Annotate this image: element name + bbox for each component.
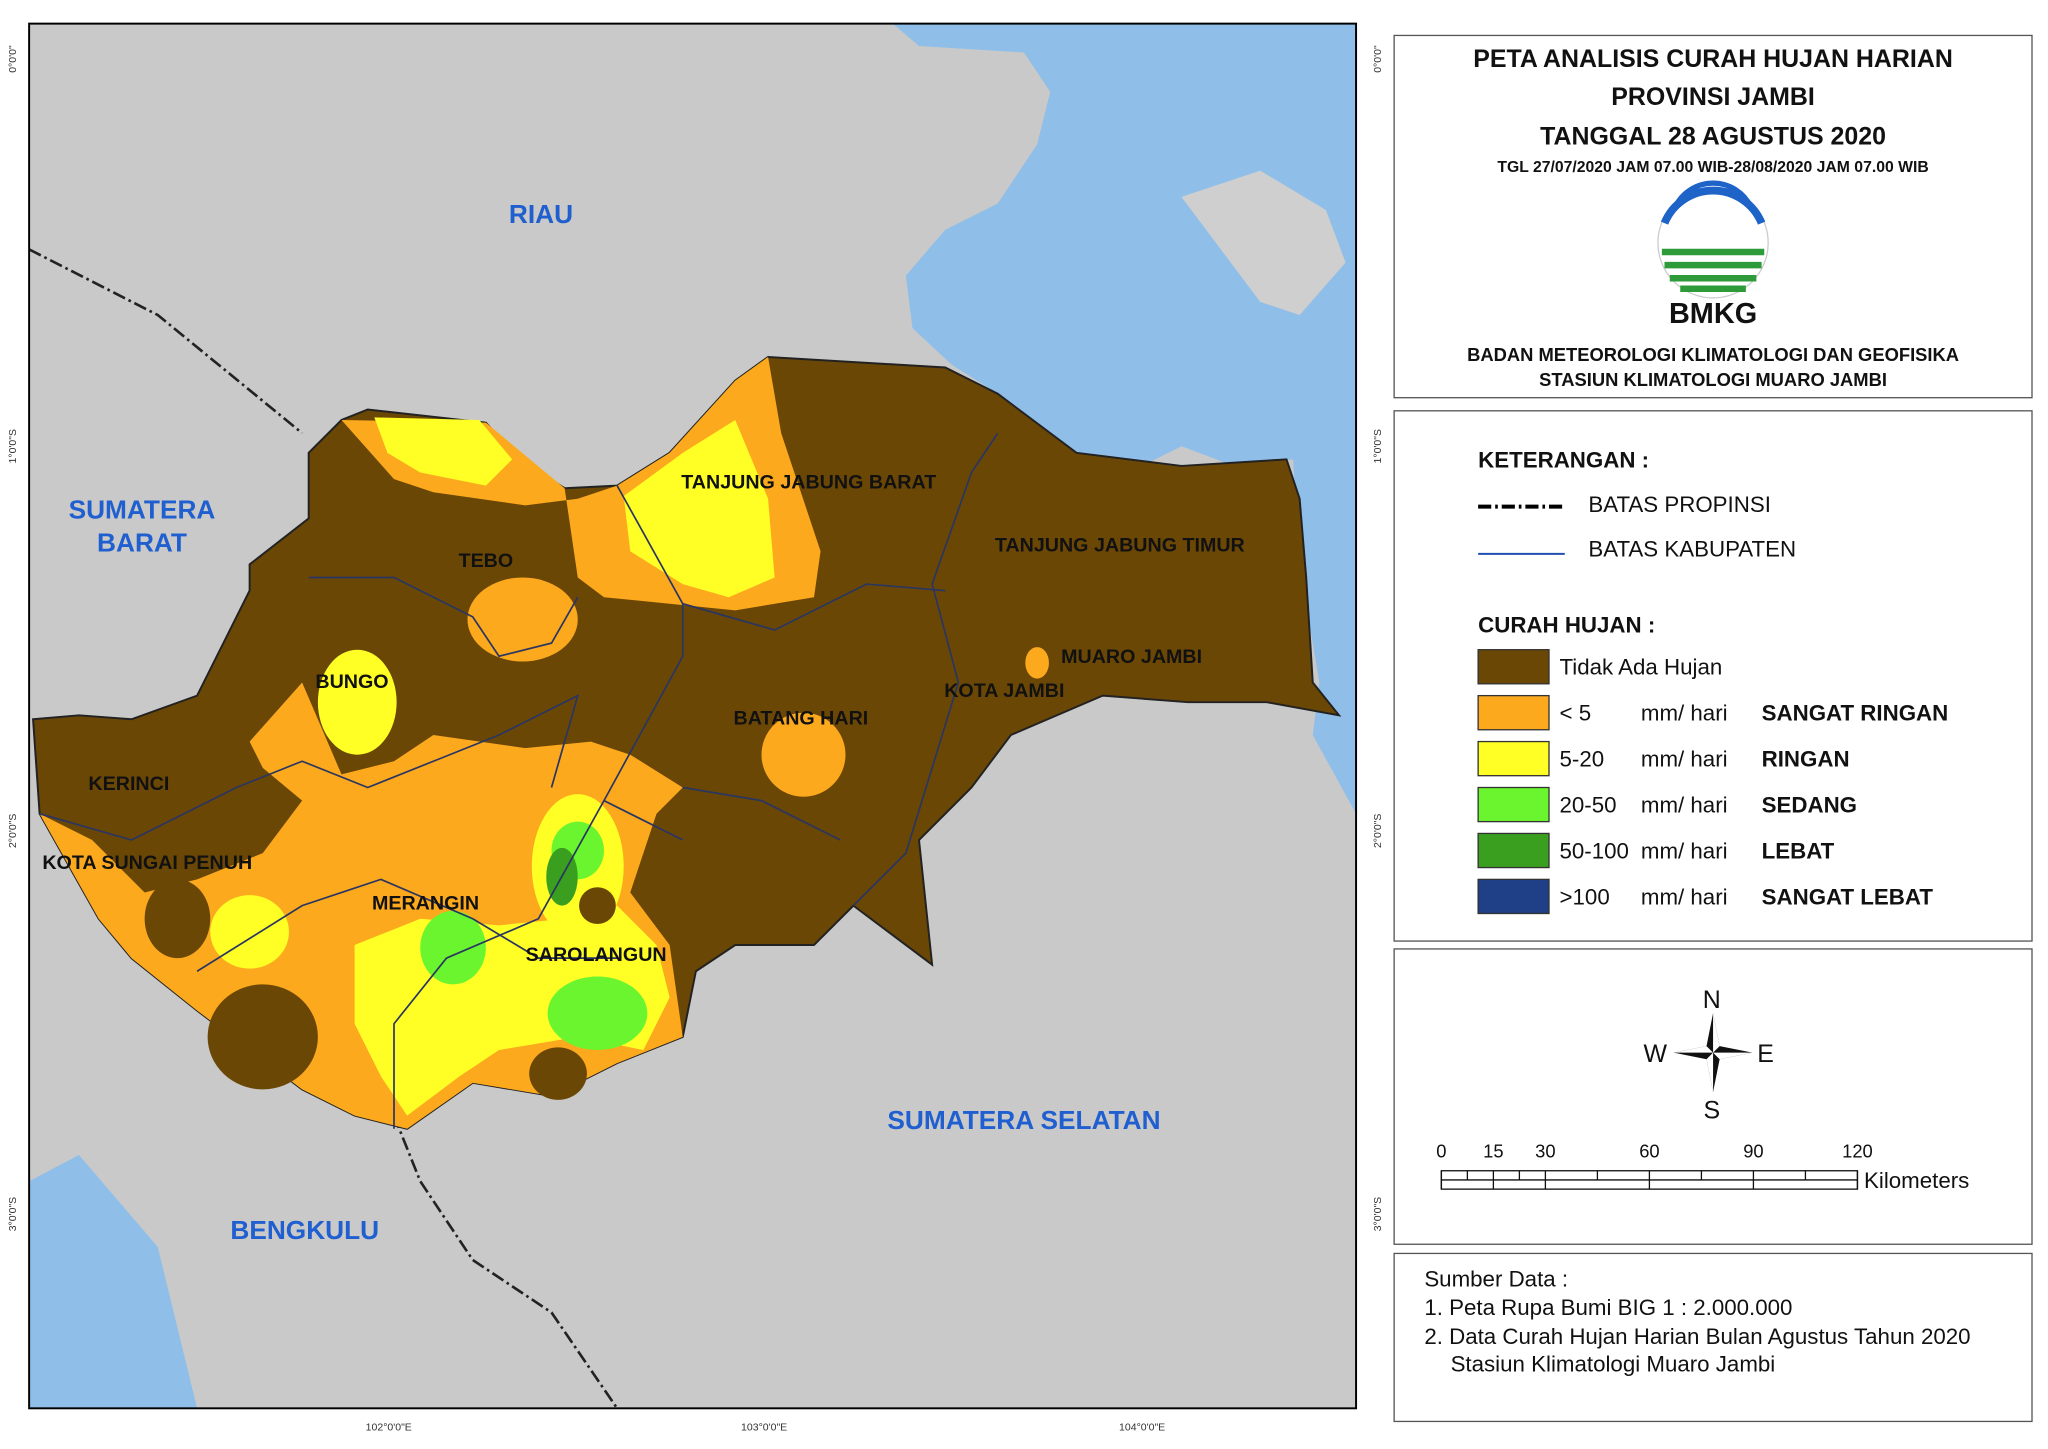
legend-label: Tidak Ada Hujan bbox=[1560, 655, 1723, 680]
island bbox=[1181, 170, 1346, 315]
logo-text: BMKG bbox=[1669, 298, 1757, 330]
district-label: TANJUNG JABUNG BARAT bbox=[681, 471, 936, 493]
legend-unit: mm/ hari bbox=[1641, 792, 1728, 817]
latitude-label: 1°0'0"S bbox=[7, 429, 19, 463]
longitude-label: 104°0'0"E bbox=[1119, 1422, 1165, 1434]
legend-swatch bbox=[1477, 740, 1550, 777]
district-label: TEBO bbox=[459, 550, 514, 572]
legend-swatch bbox=[1477, 786, 1550, 823]
rain-none bbox=[144, 879, 616, 1100]
legend-unit: mm/ hari bbox=[1641, 747, 1728, 772]
latitude-label: 3°0'0"S bbox=[1372, 1197, 1384, 1231]
legend-unit: mm/ hari bbox=[1641, 884, 1728, 909]
longitude-label: 103°0'0"E bbox=[741, 1422, 787, 1434]
scale-label: 0 bbox=[1436, 1141, 1446, 1162]
title: TANGGAL 28 AGUSTUS 2020 bbox=[1540, 122, 1886, 150]
province-border bbox=[28, 248, 619, 1410]
logo bbox=[1657, 180, 1769, 299]
compass-n: N bbox=[1703, 986, 1721, 1014]
legend-label: BATAS PROPINSI bbox=[1588, 492, 1771, 517]
latitude-label: 0°0'0" bbox=[7, 45, 19, 73]
district-label: KOTA JAMBI bbox=[944, 680, 1064, 702]
legend-label: SEDANG bbox=[1762, 792, 1857, 817]
title: PETA ANALISIS CURAH HUJAN HARIAN bbox=[1473, 45, 1953, 73]
longitude-label: 102°0'0"E bbox=[366, 1422, 412, 1434]
legend-range: 20-50 bbox=[1560, 792, 1617, 817]
agency: STASIUN KLIMATOLOGI MUARO JAMBI bbox=[1539, 369, 1887, 390]
district-label: TANJUNG JABUNG TIMUR bbox=[995, 534, 1245, 556]
source-line: 2. Data Curah Hujan Harian Bulan Agustus… bbox=[1424, 1324, 1970, 1349]
legend-unit: mm/ hari bbox=[1641, 838, 1728, 863]
source-heading: Sumber Data : bbox=[1424, 1266, 1568, 1291]
compass-w: W bbox=[1644, 1040, 1668, 1068]
compass-e: E bbox=[1757, 1040, 1774, 1068]
rain-green bbox=[420, 821, 648, 1050]
compass-s: S bbox=[1703, 1096, 1720, 1124]
scale-unit: Kilometers bbox=[1864, 1168, 1969, 1193]
latitude-label: 1°0'0"S bbox=[1372, 429, 1384, 463]
province-label: SUMATERA bbox=[69, 494, 216, 524]
district-label: BATANG HARI bbox=[733, 708, 868, 730]
compass: N E S W bbox=[1644, 986, 1774, 1124]
district-label: MUARO JAMBI bbox=[1061, 646, 1202, 668]
legend-swatch bbox=[1477, 878, 1550, 915]
province-label: SUMATERA SELATAN bbox=[887, 1105, 1160, 1135]
legend-heading: CURAH HUJAN : bbox=[1478, 613, 1655, 638]
legend-unit: mm/ hari bbox=[1641, 701, 1728, 726]
scale-label: 120 bbox=[1842, 1141, 1873, 1162]
legend-range: < 5 bbox=[1560, 701, 1592, 726]
scale-label: 60 bbox=[1639, 1141, 1659, 1162]
sea bbox=[29, 1155, 198, 1409]
source-line: Stasiun Klimatologi Muaro Jambi bbox=[1451, 1352, 1776, 1377]
district-label: KOTA SUNGAI PENUH bbox=[42, 852, 252, 874]
legend-swatch bbox=[1477, 694, 1550, 731]
scale-label: 15 bbox=[1483, 1141, 1503, 1162]
scale-label: 30 bbox=[1535, 1141, 1555, 1162]
province-label: BENGKULU bbox=[230, 1215, 379, 1245]
legend-range: >100 bbox=[1560, 884, 1610, 909]
map: RIAU SUMATERA BARAT SUMATERA SELATAN BEN… bbox=[28, 22, 1358, 1410]
date-range: TGL 27/07/2020 JAM 07.00 WIB-28/08/2020 … bbox=[1497, 159, 1928, 176]
title: PROVINSI JAMBI bbox=[1611, 83, 1815, 111]
legend-label: BATAS KABUPATEN bbox=[1588, 537, 1796, 562]
legend-range: 5-20 bbox=[1560, 747, 1605, 772]
legend-label: RINGAN bbox=[1762, 747, 1850, 772]
province-label: BARAT bbox=[97, 527, 187, 557]
agency: BADAN METEOROLOGI KLIMATOLOGI DAN GEOFIS… bbox=[1467, 344, 1959, 365]
district-label: SAROLANGUN bbox=[526, 944, 667, 966]
district-border bbox=[39, 432, 999, 1129]
legend-heading: KETERANGAN : bbox=[1478, 447, 1649, 472]
latitude-label: 2°0'0"S bbox=[7, 814, 19, 848]
legend-swatch bbox=[1477, 649, 1550, 685]
legend-label: SANGAT LEBAT bbox=[1762, 884, 1934, 909]
legend-range: 50-100 bbox=[1560, 838, 1629, 863]
latitude-label: 0°0'0" bbox=[1372, 45, 1384, 73]
district-label: KERINCI bbox=[88, 773, 169, 795]
legend-swatch bbox=[1477, 832, 1550, 869]
legend-label: SANGAT RINGAN bbox=[1762, 701, 1949, 726]
district-label: MERANGIN bbox=[372, 893, 479, 915]
legend-label: LEBAT bbox=[1762, 838, 1835, 863]
province-label: RIAU bbox=[509, 199, 573, 229]
latitude-label: 2°0'0"S bbox=[1372, 814, 1384, 848]
district-label: BUNGO bbox=[315, 671, 388, 693]
source-line: 1. Peta Rupa Bumi BIG 1 : 2.000.000 bbox=[1424, 1295, 1792, 1320]
scale-label: 90 bbox=[1743, 1141, 1763, 1162]
latitude-label: 3°0'0"S bbox=[7, 1197, 19, 1231]
